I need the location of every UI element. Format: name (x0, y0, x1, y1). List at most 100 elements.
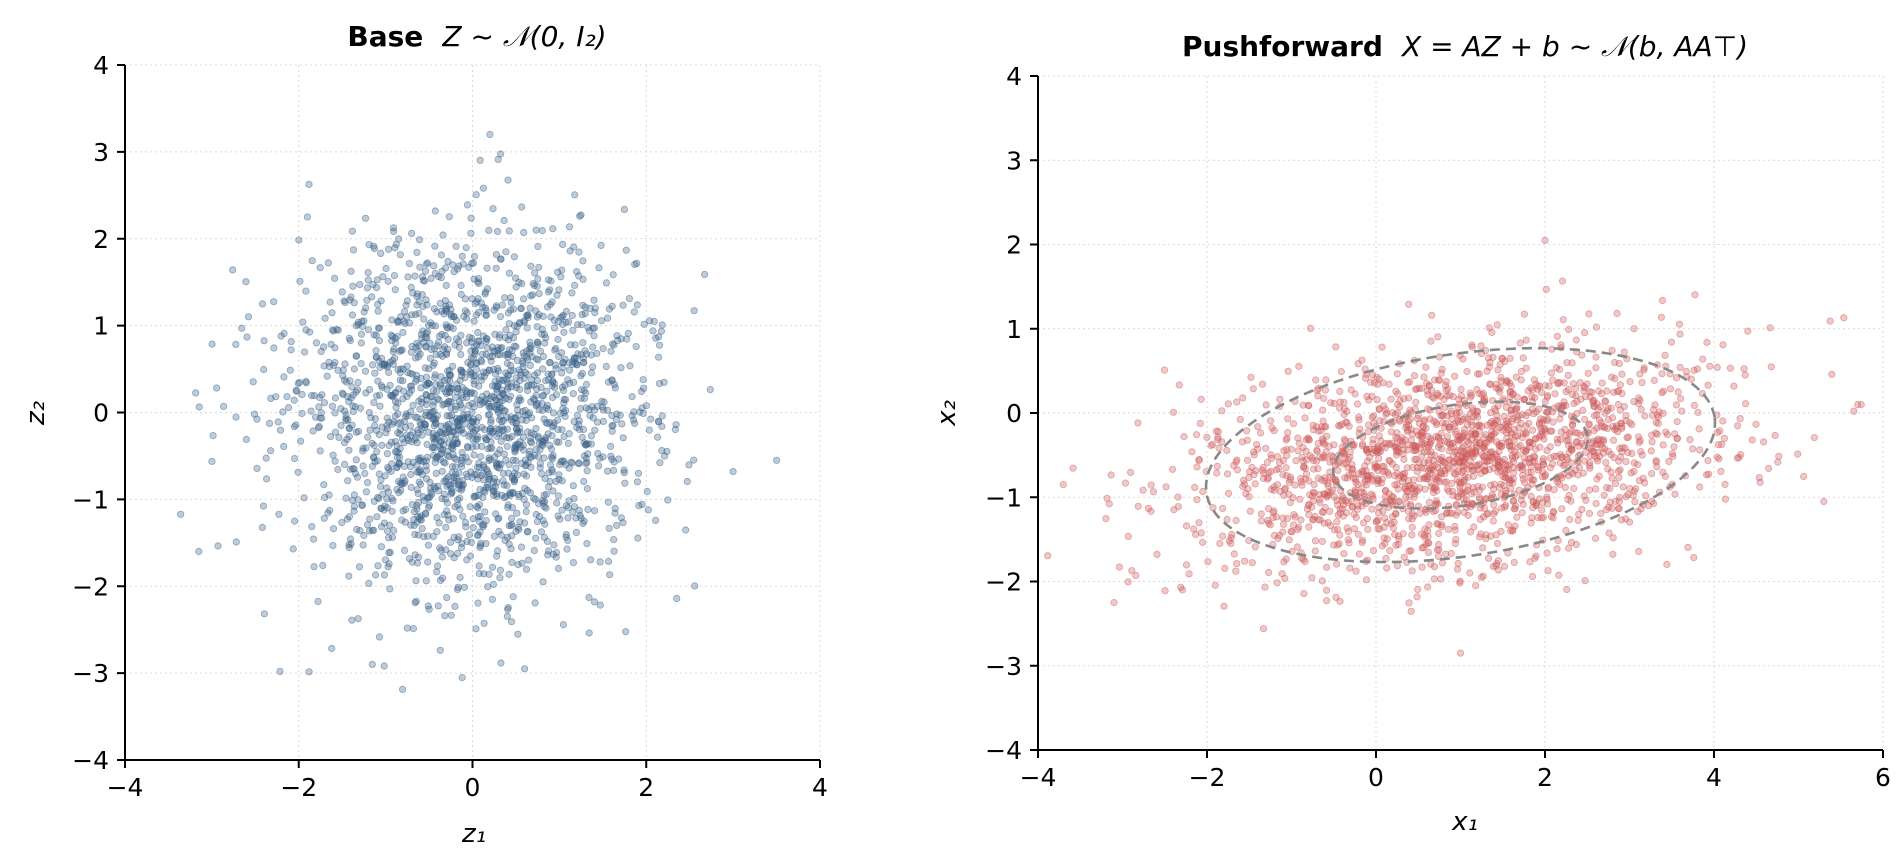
base-data-point (286, 366, 294, 374)
base-data-point (700, 270, 709, 279)
pushforward-data-point (1193, 496, 1201, 504)
base-data-point (208, 457, 216, 465)
base-data-point (424, 558, 432, 566)
base-data-point (484, 445, 492, 453)
pushforward-data-point (1620, 348, 1628, 356)
pushforward-data-point (1441, 466, 1449, 475)
base-data-point (562, 533, 570, 541)
base-data-point (388, 507, 396, 515)
base-data-point (451, 470, 460, 478)
pushforward-data-point (1322, 586, 1331, 594)
base-data-point (478, 442, 486, 450)
base-data-point (503, 359, 511, 367)
pushforward-data-point (1380, 534, 1388, 542)
pushforward-data-point (1225, 537, 1233, 545)
base-data-point (706, 385, 714, 394)
pushforward-data-point (1344, 536, 1352, 544)
base-data-point (328, 309, 336, 317)
base-data-point (444, 367, 452, 375)
pushforward-data-point (1513, 513, 1521, 521)
pushforward-data-point (1549, 376, 1557, 384)
base-data-point (380, 662, 388, 670)
pushforward-data-point (1575, 463, 1584, 472)
pushforward-data-point (1473, 385, 1481, 394)
base-data-point (633, 259, 641, 267)
pushforward-data-point (1296, 495, 1304, 503)
pushforward-data-point (1449, 491, 1457, 500)
pushforward-data-point (1219, 504, 1227, 513)
base-data-point (466, 503, 474, 511)
pushforward-data-point (1385, 456, 1393, 464)
base-data-point (534, 242, 542, 251)
base-y-tick-label: 3 (93, 138, 109, 167)
base-data-point (388, 332, 397, 341)
base-data-point (229, 266, 237, 274)
pushforward-data-point (1443, 433, 1452, 441)
base-data-point (438, 553, 446, 561)
pushforward-data-point (1287, 527, 1295, 536)
base-data-point (424, 532, 432, 540)
base-data-point (314, 597, 322, 606)
pushforward-data-point (1257, 517, 1266, 525)
pushforward-data-point (1615, 359, 1623, 368)
pushforward-data-point (1369, 546, 1378, 555)
pushforward-data-point (1661, 351, 1669, 359)
pushforward-title-bold: Pushforward (1182, 30, 1383, 63)
pushforward-data-point (1358, 488, 1366, 496)
base-data-point (445, 213, 453, 221)
pushforward-data-point (1576, 379, 1584, 387)
base-data-point (499, 477, 507, 485)
base-data-point (375, 324, 383, 332)
base-data-point (316, 264, 324, 272)
base-data-point (473, 502, 481, 511)
pushforward-data-point (1378, 442, 1386, 451)
base-data-point (386, 381, 394, 389)
base-data-point (381, 502, 389, 510)
base-data-point (480, 463, 488, 471)
base-data-point (349, 246, 358, 254)
pushforward-data-point (1059, 480, 1067, 489)
base-data-point (347, 267, 355, 275)
base-data-point (503, 533, 512, 541)
pushforward-data-point (1309, 492, 1317, 500)
base-data-point (454, 501, 462, 509)
pushforward-data-point (1160, 366, 1169, 374)
base-data-point (532, 445, 540, 453)
base-data-point (370, 497, 378, 505)
base-data-point (507, 521, 515, 530)
base-data-point (266, 447, 275, 455)
base-data-point (549, 225, 557, 233)
base-data-point (379, 273, 387, 281)
base-data-point (506, 490, 514, 498)
base-data-point (486, 130, 494, 139)
pushforward-data-point (1522, 447, 1530, 455)
base-data-point (328, 402, 337, 410)
base-data-point (192, 389, 200, 397)
base-data-point (657, 327, 666, 335)
base-data-point (597, 317, 606, 325)
base-data-point (653, 433, 662, 441)
pushforward-data-point (1324, 479, 1332, 487)
base-data-point (617, 364, 625, 372)
base-data-point (416, 418, 424, 426)
pushforward-data-point (1239, 394, 1247, 402)
base-data-point (338, 288, 346, 296)
pushforward-data-point (1312, 376, 1320, 384)
base-data-point (577, 211, 585, 219)
base-data-point (424, 602, 432, 610)
base-data-point (431, 242, 439, 250)
pushforward-data-point (1280, 558, 1288, 566)
pushforward-data-point (1343, 524, 1351, 532)
base-data-point (368, 361, 377, 369)
base-data-point (452, 242, 460, 250)
pushforward-data-point (1318, 577, 1327, 585)
pushforward-data-point (1232, 567, 1240, 575)
pushforward-data-point (1649, 411, 1657, 420)
base-data-point (485, 410, 494, 418)
pushforward-data-point (1340, 435, 1348, 443)
base-data-point (559, 620, 568, 629)
pushforward-data-point (1543, 416, 1551, 425)
base-data-point (634, 534, 642, 542)
pushforward-data-point (1423, 379, 1431, 387)
base-data-point (476, 543, 484, 552)
